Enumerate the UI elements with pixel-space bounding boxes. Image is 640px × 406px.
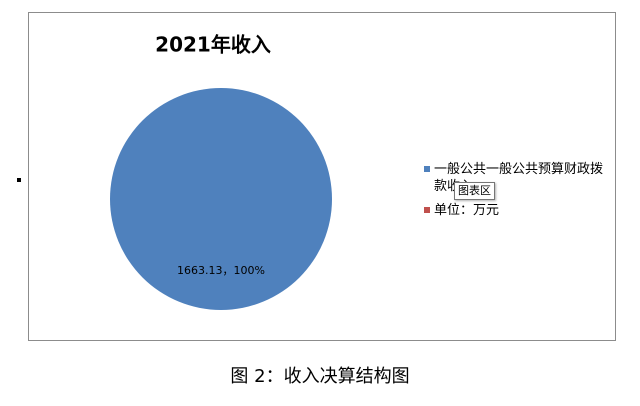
pie-slice bbox=[110, 88, 332, 310]
legend-item: 单位：万元 bbox=[424, 202, 610, 219]
legend: 一般公共一般公共预算财政拨款收入单位：万元 bbox=[424, 161, 610, 226]
legend-item: 一般公共一般公共预算财政拨款收入 bbox=[424, 161, 610, 195]
legend-swatch bbox=[424, 207, 430, 213]
chart-title: 2021年收入 bbox=[155, 33, 271, 57]
anchor-marker bbox=[17, 178, 21, 182]
pie: 1663.13，100% bbox=[110, 88, 332, 310]
tooltip: 图表区 bbox=[454, 182, 495, 200]
legend-label: 单位：万元 bbox=[434, 203, 500, 218]
legend-swatch bbox=[424, 166, 430, 172]
data-label: 1663.13，100% bbox=[177, 264, 265, 277]
caption: 图 2：收入决算结构图 bbox=[230, 366, 410, 387]
